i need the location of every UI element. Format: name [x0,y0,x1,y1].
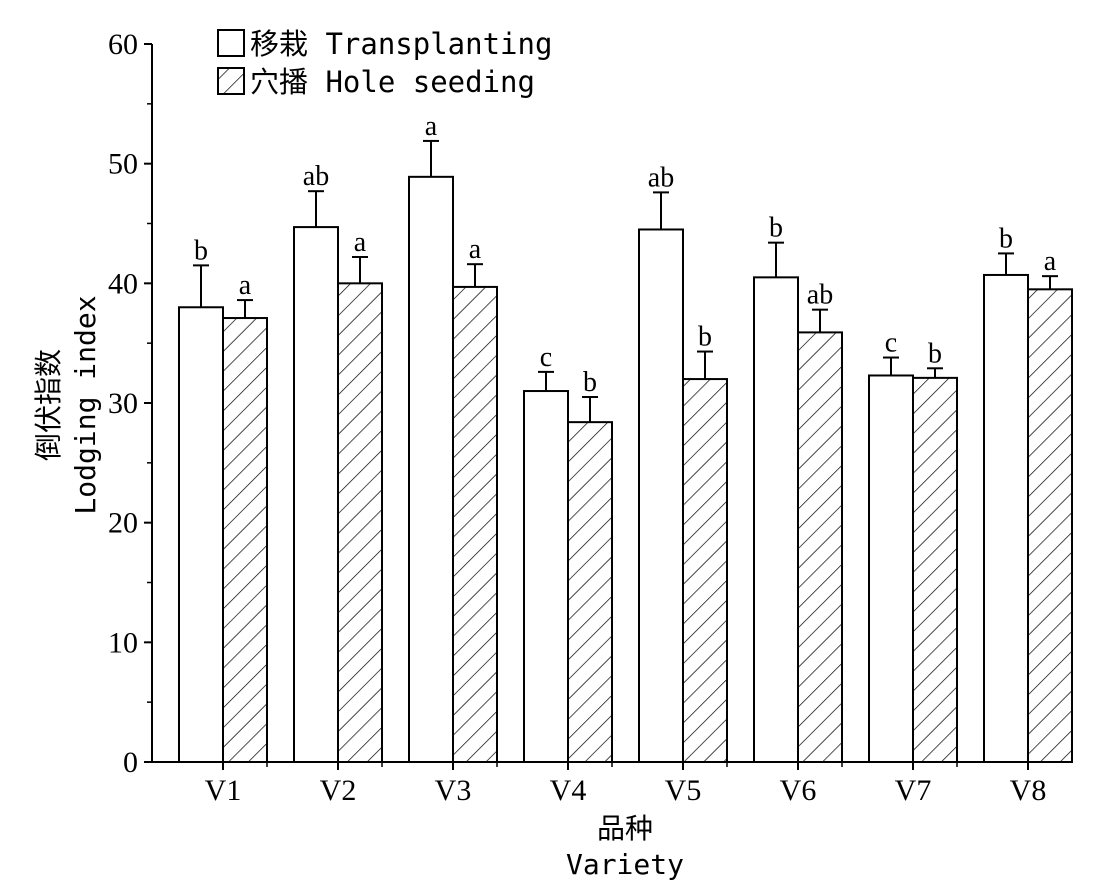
bar-V4-series-1 [567,421,613,763]
significance-label: a [469,234,482,265]
x-tick-label: V7 [895,774,932,807]
legend-swatch [217,67,245,95]
significance-label: c [540,342,552,373]
bar-V4-series-0 [523,390,569,763]
bar-V5-series-0 [638,228,684,763]
significance-label: ab [303,161,329,192]
significance-label: b [698,322,712,353]
bar-V1-series-0 [178,306,224,763]
significance-label: b [194,235,208,266]
significance-label: b [928,338,942,369]
significance-label: b [583,367,597,398]
bar-V8-series-1 [1027,288,1073,763]
legend-label: 移栽 Transplanting [250,27,552,61]
x-tick-label: V1 [205,774,242,807]
y-tick-label: 30 [108,387,138,420]
y-tick-label: 50 [108,148,138,181]
bar-V1-series-1 [222,317,268,763]
bar-V2-series-1 [337,282,383,763]
legend-swatch [217,29,245,57]
bar-V2-series-0 [293,226,339,763]
x-tick-label: V4 [550,774,587,807]
x-tick-label: V6 [780,774,817,807]
significance-label: a [425,111,438,142]
significance-label: a [1044,246,1057,277]
y-axis-title: 倒伏指数 [32,349,65,461]
legend-label: 穴播 Hole seeding [250,65,535,99]
significance-label: ab [807,280,833,311]
x-axis-title-en: Variety [566,848,684,881]
bar-V6-series-0 [753,276,799,763]
axes-layer [144,43,1072,770]
bar-V7-series-1 [912,376,958,763]
significance-label: a [239,270,252,301]
significance-label: b [999,223,1013,254]
bar-V8-series-0 [983,273,1029,763]
bar-V6-series-1 [797,331,843,763]
y-tick-label: 0 [123,746,138,779]
x-tick-label: V5 [665,774,702,807]
y-tick-label: 60 [108,28,138,61]
legend: 移栽 Transplanting 穴播 Hole seeding [217,27,552,99]
y-tick-label: 40 [108,267,138,300]
y-tick-label: 10 [108,626,138,659]
significance-label: a [354,227,367,258]
x-tick-label: V2 [320,774,357,807]
x-axis-title: 品种 [597,812,653,845]
x-tick-label: V8 [1010,774,1047,807]
bars-layer [178,139,1073,763]
y-tick-label: 20 [108,507,138,540]
bar-V7-series-0 [868,374,914,763]
significance-label: b [769,213,783,244]
y-axis-title-en: Lodging index [69,295,102,514]
significance-label: ab [648,162,674,193]
bar-V3-series-1 [452,285,498,763]
significance-label: c [885,328,897,359]
bar-V3-series-0 [408,175,454,763]
x-tick-label: V3 [435,774,472,807]
bar-V5-series-1 [682,378,728,763]
